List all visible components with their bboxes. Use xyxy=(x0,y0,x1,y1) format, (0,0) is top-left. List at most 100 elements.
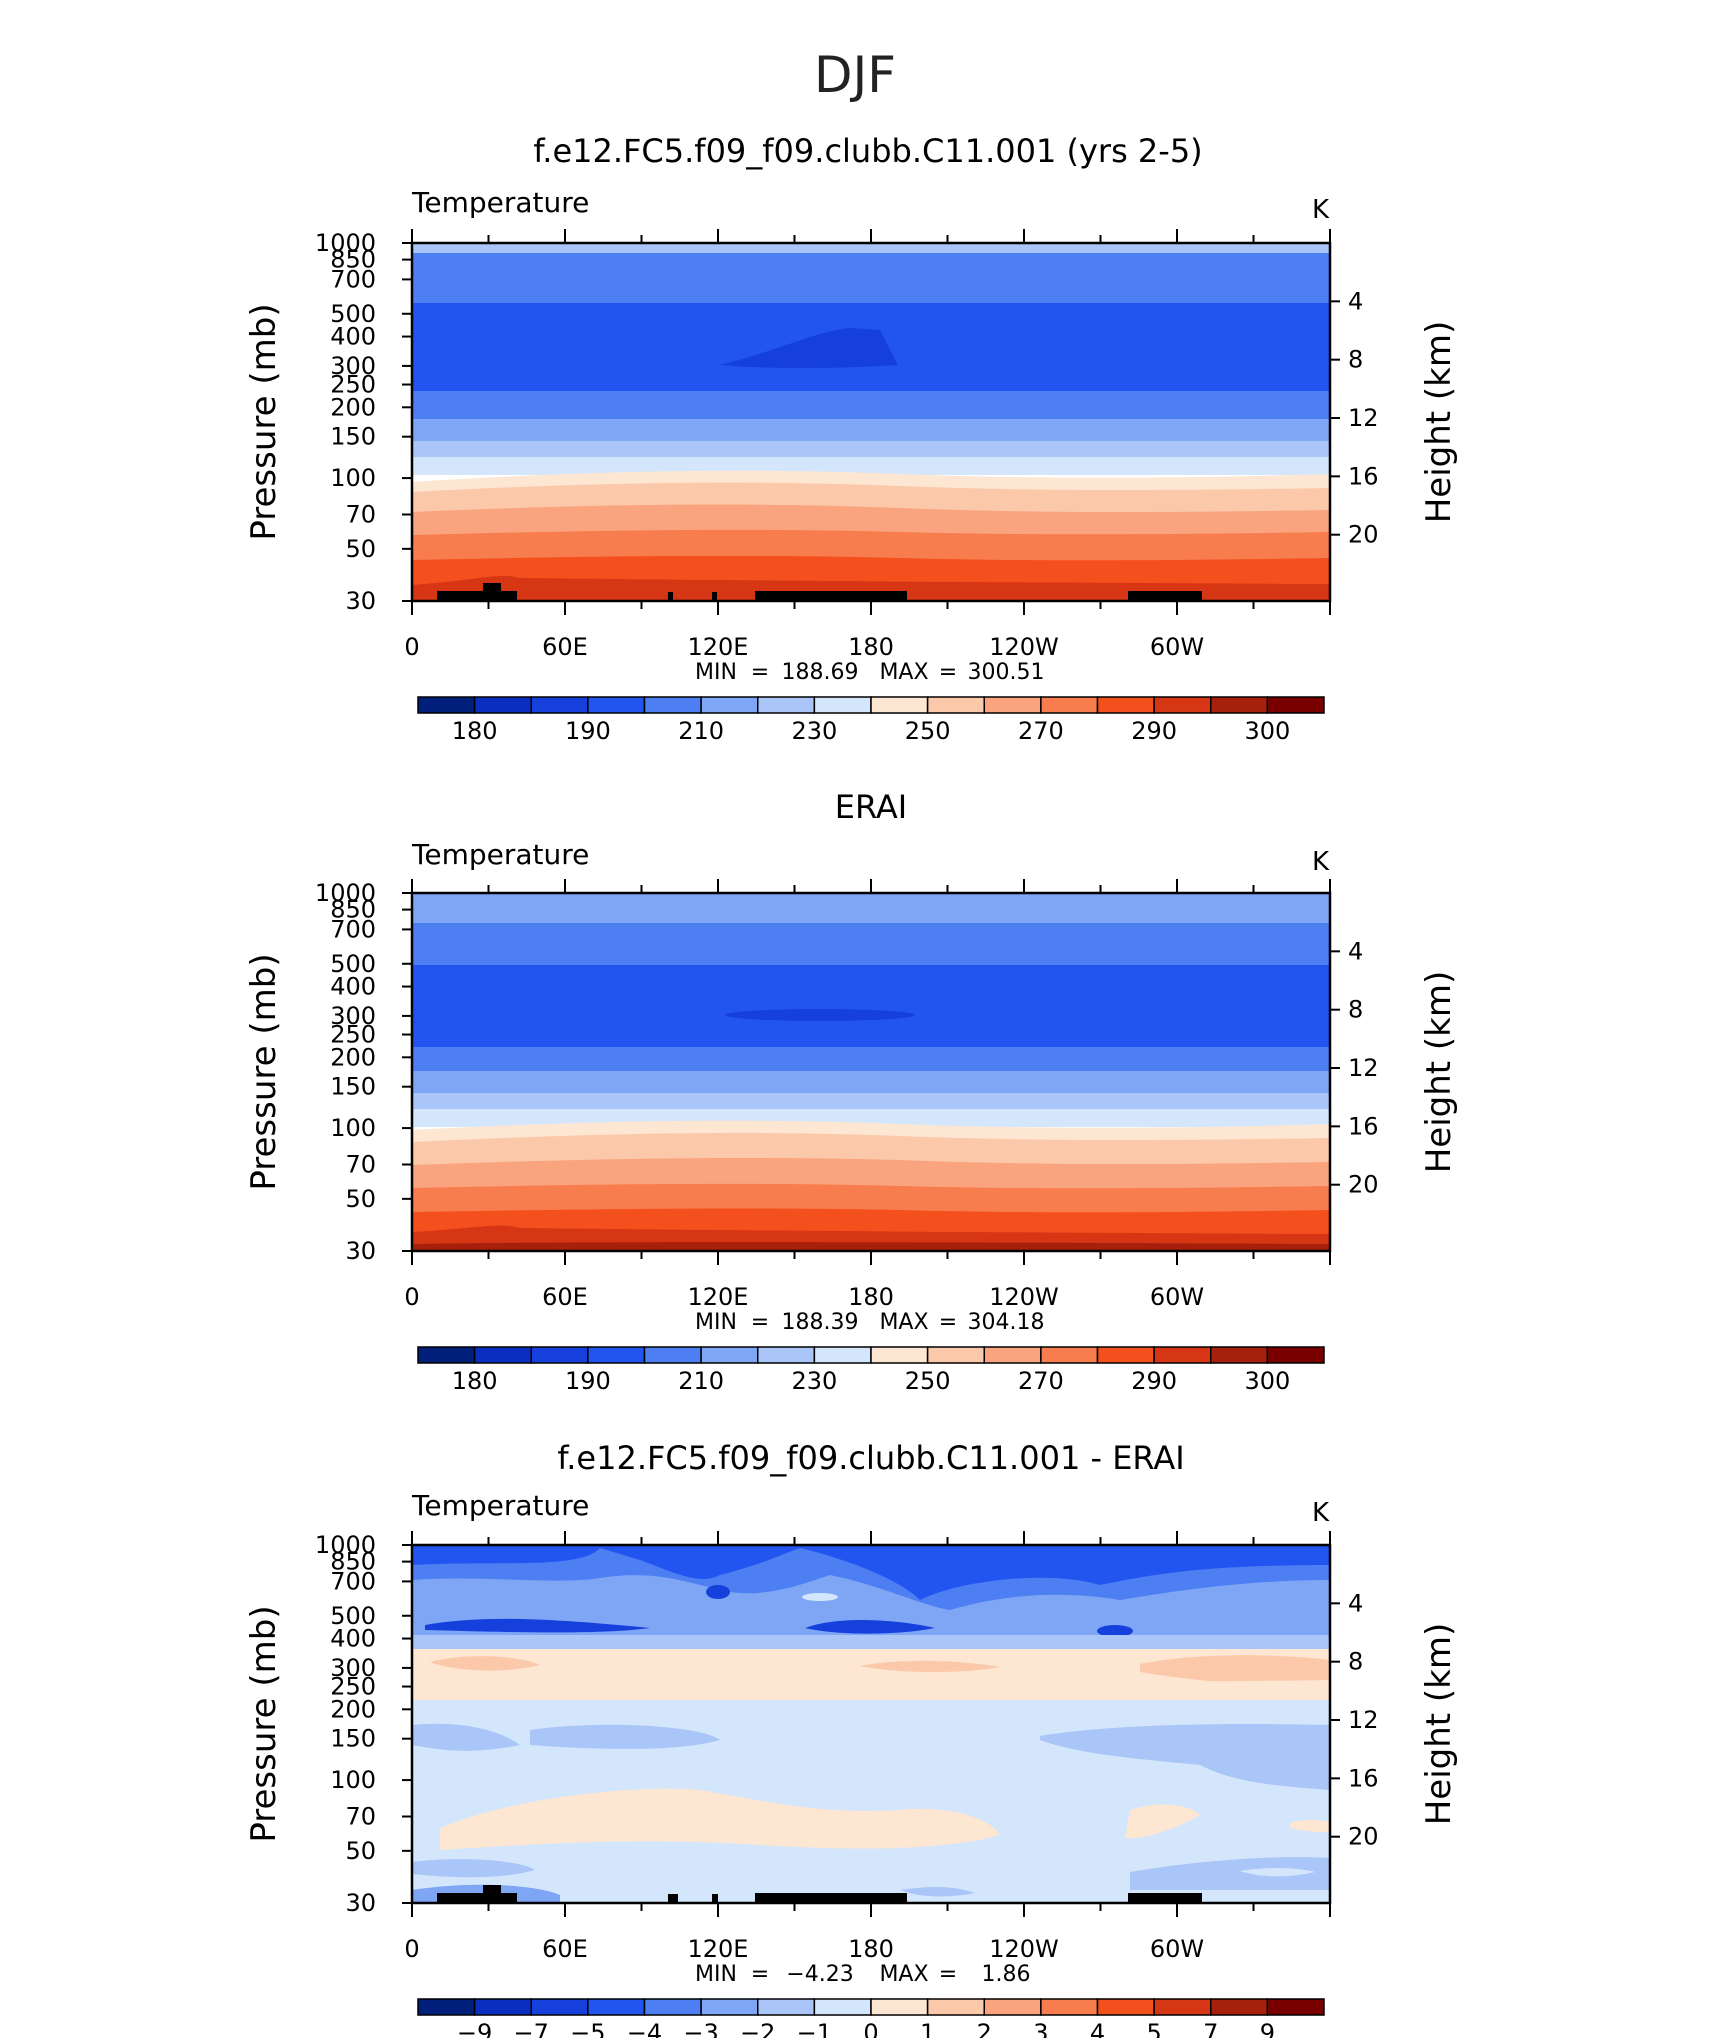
colorbar-swatch xyxy=(1210,696,1269,714)
pressure-tick-label: 850 xyxy=(330,896,376,924)
contour xyxy=(900,1886,975,1897)
contour xyxy=(425,1618,650,1633)
pressure-tick-label: 850 xyxy=(330,246,376,274)
band xyxy=(412,253,1330,303)
pressure-tick-label: 70 xyxy=(345,1150,376,1178)
pressure-tick-label: 500 xyxy=(330,300,376,328)
band xyxy=(412,391,1330,419)
pressure-tick-label: 400 xyxy=(330,1625,376,1653)
topo-block xyxy=(668,592,673,601)
panel-difference: f.e12.FC5.f09_f09.clubb.C11.001 - ERAI T… xyxy=(244,1439,1459,2038)
colorbar-swatch xyxy=(983,1998,1042,2016)
stat-label: MIN xyxy=(695,1962,737,1987)
pressure-tick-label: 100 xyxy=(330,1766,376,1794)
band xyxy=(412,1093,1330,1109)
x-tick-label: 0 xyxy=(404,1283,419,1311)
colorbar-swatch xyxy=(643,696,702,714)
colorbar-tick-label: 180 xyxy=(452,717,498,745)
pressure-tick-label: 400 xyxy=(330,973,376,1001)
band xyxy=(412,441,1330,457)
pressure-tick-label: 850 xyxy=(330,1548,376,1576)
colorbar-swatch xyxy=(1040,696,1099,714)
colorbar-swatch xyxy=(983,696,1042,714)
colorbar-swatch xyxy=(417,1998,476,2016)
colorbar-swatch xyxy=(530,696,589,714)
colorbar-swatch xyxy=(1266,1346,1325,1364)
contour xyxy=(1130,1857,1330,1890)
colorbar-swatch xyxy=(926,1346,985,1364)
height-tick-label: 8 xyxy=(1348,1648,1363,1676)
x-tick-label: 120E xyxy=(688,1935,749,1963)
colorbar-tick-label: 300 xyxy=(1244,1367,1290,1395)
pressure-tick-label: 700 xyxy=(330,1567,376,1595)
colorbar-tick-label: −7 xyxy=(514,2019,549,2038)
stat-label: = xyxy=(939,1310,957,1335)
height-tick-label: 20 xyxy=(1348,1823,1379,1851)
contour-field xyxy=(412,243,1330,601)
topo-block xyxy=(437,1893,517,1903)
x-tick-label: 120E xyxy=(688,633,749,661)
stat-max-value: 1.86 xyxy=(982,1962,1031,1987)
contour xyxy=(530,1724,720,1749)
contour-warm xyxy=(430,1656,540,1671)
x-tick-label: 120W xyxy=(989,1283,1059,1311)
plot-label: Temperature xyxy=(411,186,589,219)
colorbar-swatch xyxy=(417,696,476,714)
contour xyxy=(805,1620,935,1634)
pressure-tick-label: 500 xyxy=(330,1602,376,1630)
topography-mask xyxy=(437,583,1202,601)
stat-max-value: 300.51 xyxy=(968,660,1045,685)
contour xyxy=(1125,1804,1200,1839)
contour xyxy=(1240,1868,1315,1877)
colorbar-swatch xyxy=(757,696,816,714)
height-tick-label: 16 xyxy=(1348,462,1379,490)
colorbar-swatch xyxy=(473,1346,532,1364)
colorbar-tick-label: −4 xyxy=(627,2019,662,2038)
topo-block xyxy=(1128,591,1202,601)
height-tick-label: 16 xyxy=(1348,1764,1379,1792)
band xyxy=(412,923,1330,965)
pressure-tick-label: 50 xyxy=(345,1185,376,1213)
colorbar-tick-label: 250 xyxy=(905,1367,951,1395)
pressure-tick-label: 250 xyxy=(330,1673,376,1701)
pressure-tick-label: 50 xyxy=(345,535,376,563)
contour xyxy=(1040,1724,1330,1790)
y-axis-label-right: Height (km) xyxy=(1419,321,1459,524)
colorbar-swatch xyxy=(813,1998,872,2016)
pressure-tick-label: 150 xyxy=(330,1073,376,1101)
contour-warm xyxy=(1140,1655,1330,1686)
stat-label: MIN xyxy=(695,1310,737,1335)
contour xyxy=(412,1660,1330,1700)
contour-cold-core xyxy=(720,328,898,369)
contour-field xyxy=(412,893,1330,1251)
units-label: K xyxy=(1312,195,1330,225)
contour xyxy=(412,1723,520,1751)
colorbar-swatch xyxy=(1040,1998,1099,2016)
topo-block xyxy=(755,591,907,601)
band xyxy=(412,1242,1330,1251)
colorbar: 180 190 210 230 250 270 290 300 xyxy=(417,696,1325,745)
pressure-tick-label: 700 xyxy=(330,265,376,293)
pressure-tick-label: 150 xyxy=(330,1725,376,1753)
colorbar-swatch xyxy=(813,696,872,714)
x-tick-label: 60E xyxy=(542,1935,588,1963)
colorbar-tick-label: 210 xyxy=(678,717,724,745)
contour-field xyxy=(412,1545,1330,1903)
colorbar-swatch xyxy=(473,696,532,714)
x-tick-label: 180 xyxy=(848,1283,894,1311)
colorbar-swatch xyxy=(757,1998,816,2016)
colorbar-tick-label: 300 xyxy=(1244,717,1290,745)
colorbar-tick-label: 9 xyxy=(1260,2019,1275,2038)
colorbar-swatch xyxy=(983,1346,1042,1364)
x-tick-label: 180 xyxy=(848,633,894,661)
pressure-tick-label: 50 xyxy=(345,1837,376,1865)
colorbar-swatch xyxy=(870,696,929,714)
pressure-tick-label: 700 xyxy=(330,915,376,943)
height-tick-label: 12 xyxy=(1348,1706,1379,1734)
colorbar-swatch xyxy=(870,1346,929,1364)
panel-model: f.e12.FC5.f09_f09.clubb.C11.001 (yrs 2-5… xyxy=(244,132,1459,745)
colorbar-tick-label: 290 xyxy=(1131,717,1177,745)
stat-label: = xyxy=(939,1962,957,1987)
colorbar-swatch xyxy=(700,1346,759,1364)
band xyxy=(412,965,1330,1047)
